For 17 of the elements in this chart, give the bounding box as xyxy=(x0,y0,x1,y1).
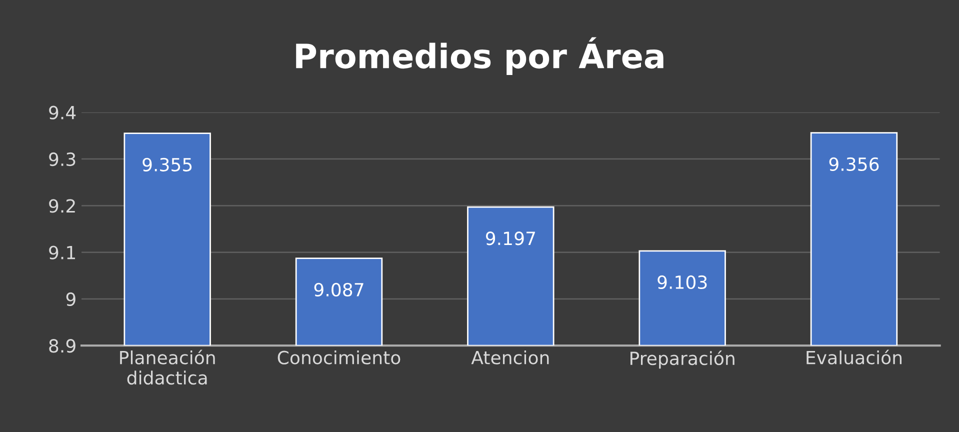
y-tick-label: 8.9 xyxy=(49,339,76,353)
y-tick-label: 9.4 xyxy=(49,106,76,120)
y-tick-label: 9.2 xyxy=(49,199,75,213)
chart-title: Promedios por Área xyxy=(296,37,664,76)
data-label: 9.197 xyxy=(486,232,535,246)
x-tick-label: Evaluación xyxy=(806,350,902,364)
x-tick-label: Atencion xyxy=(471,350,549,364)
data-label: 9.087 xyxy=(314,282,364,297)
y-tick-label: 9.1 xyxy=(49,246,75,260)
x-tick-label: Conocimiento xyxy=(278,350,400,364)
y-tick-label: 9 xyxy=(66,292,76,306)
x-tick-label: Preparación xyxy=(630,350,734,369)
y-tick-label: 9.3 xyxy=(49,152,76,166)
data-label: 9.103 xyxy=(658,275,707,290)
x-tick-label: Planeación didactica xyxy=(120,350,215,385)
data-label: 9.356 xyxy=(829,157,879,172)
data-label: 9.355 xyxy=(142,158,192,172)
